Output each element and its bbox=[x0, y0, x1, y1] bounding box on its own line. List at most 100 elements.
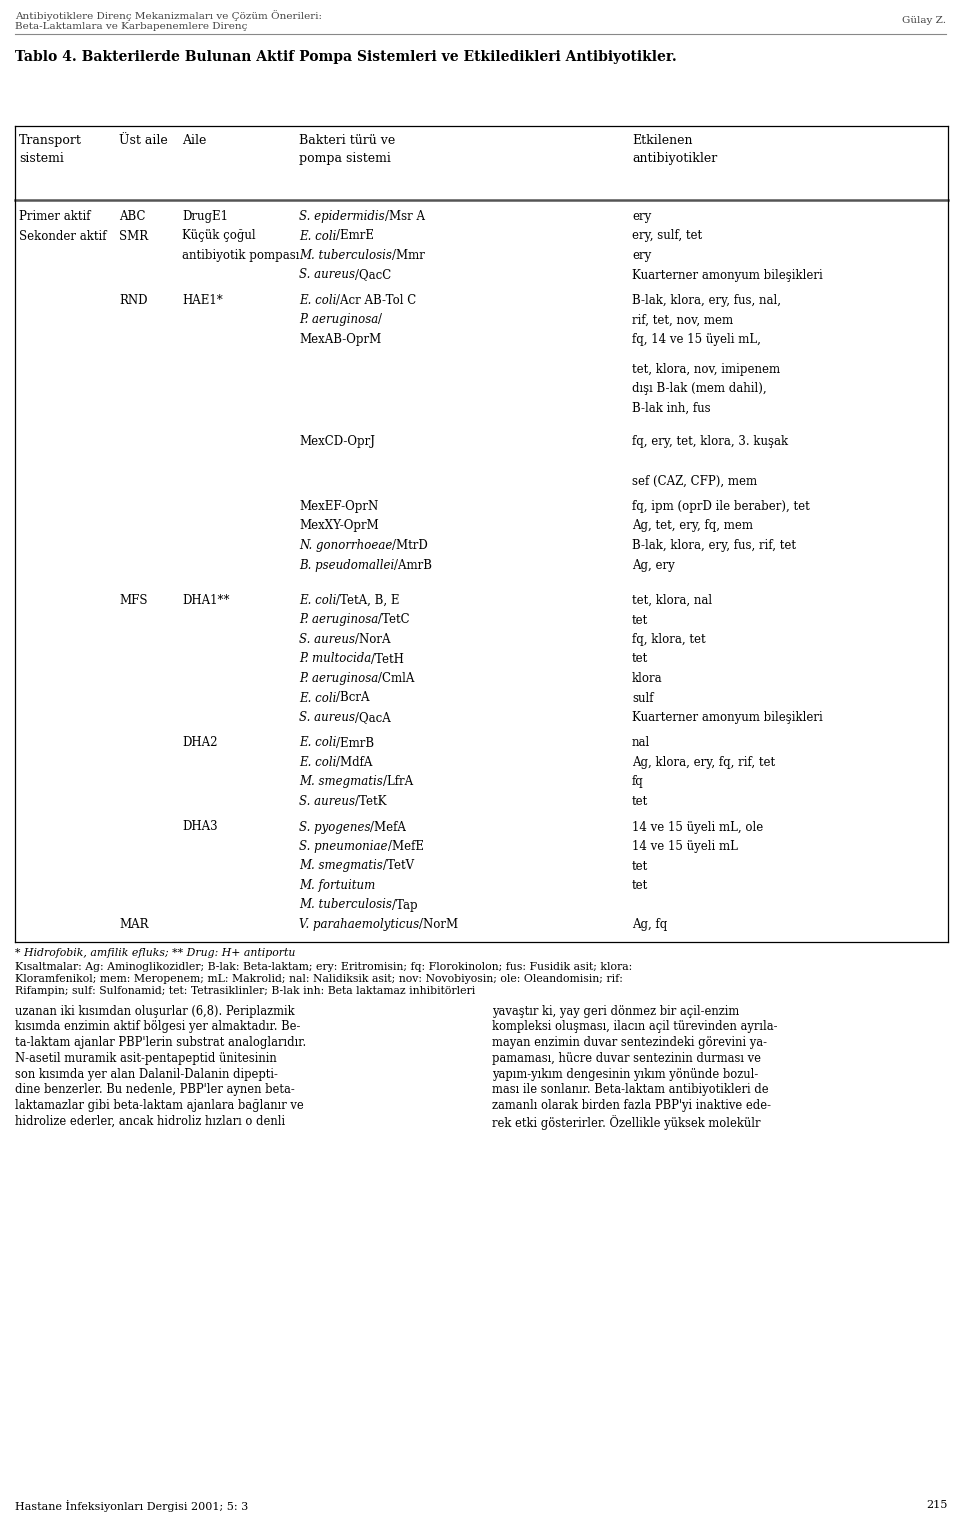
Text: yapım-yıkım dengesinin yıkım yönünde bozul-: yapım-yıkım dengesinin yıkım yönünde boz… bbox=[492, 1068, 758, 1080]
Text: MexEF-OprN: MexEF-OprN bbox=[299, 500, 378, 514]
Text: /BcrA: /BcrA bbox=[336, 691, 370, 704]
Text: son kısımda yer alan Dalanil-Dalanin dipepti-: son kısımda yer alan Dalanil-Dalanin dip… bbox=[15, 1068, 277, 1080]
Text: N-asetil muramik asit-pentapeptid ünitesinin: N-asetil muramik asit-pentapeptid ünites… bbox=[15, 1051, 276, 1065]
Text: DHA1**: DHA1** bbox=[182, 594, 229, 608]
Text: HAE1*: HAE1* bbox=[182, 294, 223, 308]
Text: Tablo 4. Bakterilerde Bulunan Aktif Pompa Sistemleri ve Etkiledikleri Antibiyoti: Tablo 4. Bakterilerde Bulunan Aktif Pomp… bbox=[15, 50, 677, 64]
Text: S. aureus: S. aureus bbox=[299, 711, 355, 724]
Text: ta-laktam ajanlar PBP'lerin substrat analoglarıdır.: ta-laktam ajanlar PBP'lerin substrat ana… bbox=[15, 1036, 306, 1048]
Text: Üst aile: Üst aile bbox=[119, 133, 168, 147]
Text: /Tap: /Tap bbox=[392, 898, 418, 912]
Text: uzanan iki kısımdan oluşurlar (6,8). Periplazmik: uzanan iki kısımdan oluşurlar (6,8). Per… bbox=[15, 1004, 295, 1018]
Text: tet: tet bbox=[632, 653, 648, 665]
Text: MAR: MAR bbox=[119, 918, 149, 932]
Text: tet: tet bbox=[632, 614, 648, 627]
Text: /MtrD: /MtrD bbox=[393, 539, 428, 551]
Text: S. aureus: S. aureus bbox=[299, 795, 355, 807]
Text: Kuarterner amonyum bileşikleri: Kuarterner amonyum bileşikleri bbox=[632, 268, 823, 282]
Text: hidrolize ederler, ancak hidroliz hızları o denli: hidrolize ederler, ancak hidroliz hızlar… bbox=[15, 1115, 285, 1129]
Text: * Hidrofobik, amfilik efluks; ** Drug: H+ antiportu: * Hidrofobik, amfilik efluks; ** Drug: H… bbox=[15, 948, 296, 959]
Text: /EmrB: /EmrB bbox=[336, 736, 374, 750]
Text: /TetH: /TetH bbox=[372, 653, 404, 665]
Text: E. coli: E. coli bbox=[299, 691, 336, 704]
Text: Transport: Transport bbox=[19, 133, 82, 147]
Text: tet: tet bbox=[632, 879, 648, 892]
Text: /NorA: /NorA bbox=[355, 633, 391, 645]
Text: SMR: SMR bbox=[119, 229, 148, 242]
Text: mayan enzimin duvar sentezindeki görevini ya-: mayan enzimin duvar sentezindeki görevin… bbox=[492, 1036, 767, 1048]
Text: /CmlA: /CmlA bbox=[378, 673, 415, 685]
Text: fq, 14 ve 15 üyeli mL,: fq, 14 ve 15 üyeli mL, bbox=[632, 333, 761, 345]
Text: /Acr AB-Tol C: /Acr AB-Tol C bbox=[336, 294, 417, 308]
Text: /MdfA: /MdfA bbox=[336, 756, 372, 770]
Text: /MefA: /MefA bbox=[371, 821, 406, 833]
Text: /TetV: /TetV bbox=[383, 859, 414, 873]
Text: /Mmr: /Mmr bbox=[392, 248, 424, 262]
Text: S. aureus: S. aureus bbox=[299, 633, 355, 645]
Text: 14 ve 15 üyeli mL, ole: 14 ve 15 üyeli mL, ole bbox=[632, 821, 763, 833]
Text: yavaştır ki, yay geri dönmez bir açil-enzim: yavaştır ki, yay geri dönmez bir açil-en… bbox=[492, 1004, 739, 1018]
Text: /QacC: /QacC bbox=[355, 268, 392, 282]
Text: Kloramfenikol; mem: Meropenem; mL: Makrolid; nal: Nalidiksik asit; nov: Novobiyo: Kloramfenikol; mem: Meropenem; mL: Makro… bbox=[15, 974, 623, 983]
Text: Kuarterner amonyum bileşikleri: Kuarterner amonyum bileşikleri bbox=[632, 711, 823, 724]
Text: B-lak inh, fus: B-lak inh, fus bbox=[632, 401, 710, 415]
Text: Gülay Z.: Gülay Z. bbox=[902, 17, 946, 26]
Text: M. smegmatis: M. smegmatis bbox=[299, 776, 383, 788]
Text: laktamazlar gibi beta-laktam ajanlara bağlanır ve: laktamazlar gibi beta-laktam ajanlara ba… bbox=[15, 1100, 303, 1112]
Text: ery, sulf, tet: ery, sulf, tet bbox=[632, 229, 702, 242]
Text: fq: fq bbox=[632, 776, 644, 788]
Text: kısımda enzimin aktif bölgesi yer almaktadır. Be-: kısımda enzimin aktif bölgesi yer almakt… bbox=[15, 1020, 300, 1033]
Text: 215: 215 bbox=[926, 1500, 948, 1510]
Text: Ag, klora, ery, fq, rif, tet: Ag, klora, ery, fq, rif, tet bbox=[632, 756, 775, 770]
Text: M. tuberculosis: M. tuberculosis bbox=[299, 898, 392, 912]
Text: S. pyogenes: S. pyogenes bbox=[299, 821, 371, 833]
Text: Primer aktif: Primer aktif bbox=[19, 211, 90, 223]
Text: /NorM: /NorM bbox=[420, 918, 458, 932]
Text: /TetA, B, E: /TetA, B, E bbox=[336, 594, 400, 608]
Text: S. aureus: S. aureus bbox=[299, 268, 355, 282]
Text: E. coli: E. coli bbox=[299, 756, 336, 770]
Text: P. multocida: P. multocida bbox=[299, 653, 372, 665]
Text: RND: RND bbox=[119, 294, 148, 308]
Text: tet, klora, nal: tet, klora, nal bbox=[632, 594, 712, 608]
Text: kompleksi oluşması, ilacın açil türevinden ayrıla-: kompleksi oluşması, ilacın açil türevind… bbox=[492, 1020, 778, 1033]
Text: rek etki gösterirler. Özellikle yüksek molekülr: rek etki gösterirler. Özellikle yüksek m… bbox=[492, 1115, 760, 1130]
Text: Kısaltmalar: Ag: Aminoglikozidler; B-lak: Beta-laktam; ery: Eritromisin; fq: Flo: Kısaltmalar: Ag: Aminoglikozidler; B-lak… bbox=[15, 962, 633, 971]
Text: E. coli: E. coli bbox=[299, 594, 336, 608]
Text: /: / bbox=[378, 314, 382, 327]
Text: P. aeruginosa: P. aeruginosa bbox=[299, 673, 378, 685]
Text: S. epidermidis: S. epidermidis bbox=[299, 211, 385, 223]
Text: ery: ery bbox=[632, 248, 651, 262]
Text: E. coli: E. coli bbox=[299, 294, 336, 308]
Text: nal: nal bbox=[632, 736, 650, 750]
Text: P. aeruginosa: P. aeruginosa bbox=[299, 614, 378, 627]
Text: Ag, tet, ery, fq, mem: Ag, tet, ery, fq, mem bbox=[632, 520, 753, 532]
Text: M. fortuitum: M. fortuitum bbox=[299, 879, 375, 892]
Text: /Msr A: /Msr A bbox=[385, 211, 424, 223]
Text: Etkilenen: Etkilenen bbox=[632, 133, 692, 147]
Text: tet: tet bbox=[632, 859, 648, 873]
Text: /QacA: /QacA bbox=[355, 711, 391, 724]
Text: MexAB-OprM: MexAB-OprM bbox=[299, 333, 381, 345]
Text: antibiyotik pompası: antibiyotik pompası bbox=[182, 248, 300, 262]
Text: B-lak, klora, ery, fus, rif, tet: B-lak, klora, ery, fus, rif, tet bbox=[632, 539, 796, 551]
Text: /LfrA: /LfrA bbox=[383, 776, 413, 788]
Text: ABC: ABC bbox=[119, 211, 146, 223]
Text: pompa sistemi: pompa sistemi bbox=[299, 152, 391, 165]
Text: Aile: Aile bbox=[182, 133, 206, 147]
Text: N. gonorrhoeae: N. gonorrhoeae bbox=[299, 539, 393, 551]
Text: MexCD-OprJ: MexCD-OprJ bbox=[299, 435, 375, 448]
Text: zamanlı olarak birden fazla PBP'yi inaktive ede-: zamanlı olarak birden fazla PBP'yi inakt… bbox=[492, 1100, 771, 1112]
Text: MexXY-OprM: MexXY-OprM bbox=[299, 520, 379, 532]
Text: /MefE: /MefE bbox=[388, 839, 423, 853]
Text: DHA3: DHA3 bbox=[182, 821, 218, 833]
Text: P. aeruginosa: P. aeruginosa bbox=[299, 314, 378, 327]
Text: dine benzerler. Bu nedenle, PBP'ler aynen beta-: dine benzerler. Bu nedenle, PBP'ler ayne… bbox=[15, 1083, 295, 1097]
Text: DHA2: DHA2 bbox=[182, 736, 218, 750]
Text: sulf: sulf bbox=[632, 691, 654, 704]
Text: Küçük çoğul: Küçük çoğul bbox=[182, 229, 255, 242]
Text: Bakteri türü ve: Bakteri türü ve bbox=[299, 133, 396, 147]
Text: Ag, ery: Ag, ery bbox=[632, 559, 675, 571]
Text: E. coli: E. coli bbox=[299, 229, 336, 242]
Text: B. pseudomallei: B. pseudomallei bbox=[299, 559, 395, 571]
